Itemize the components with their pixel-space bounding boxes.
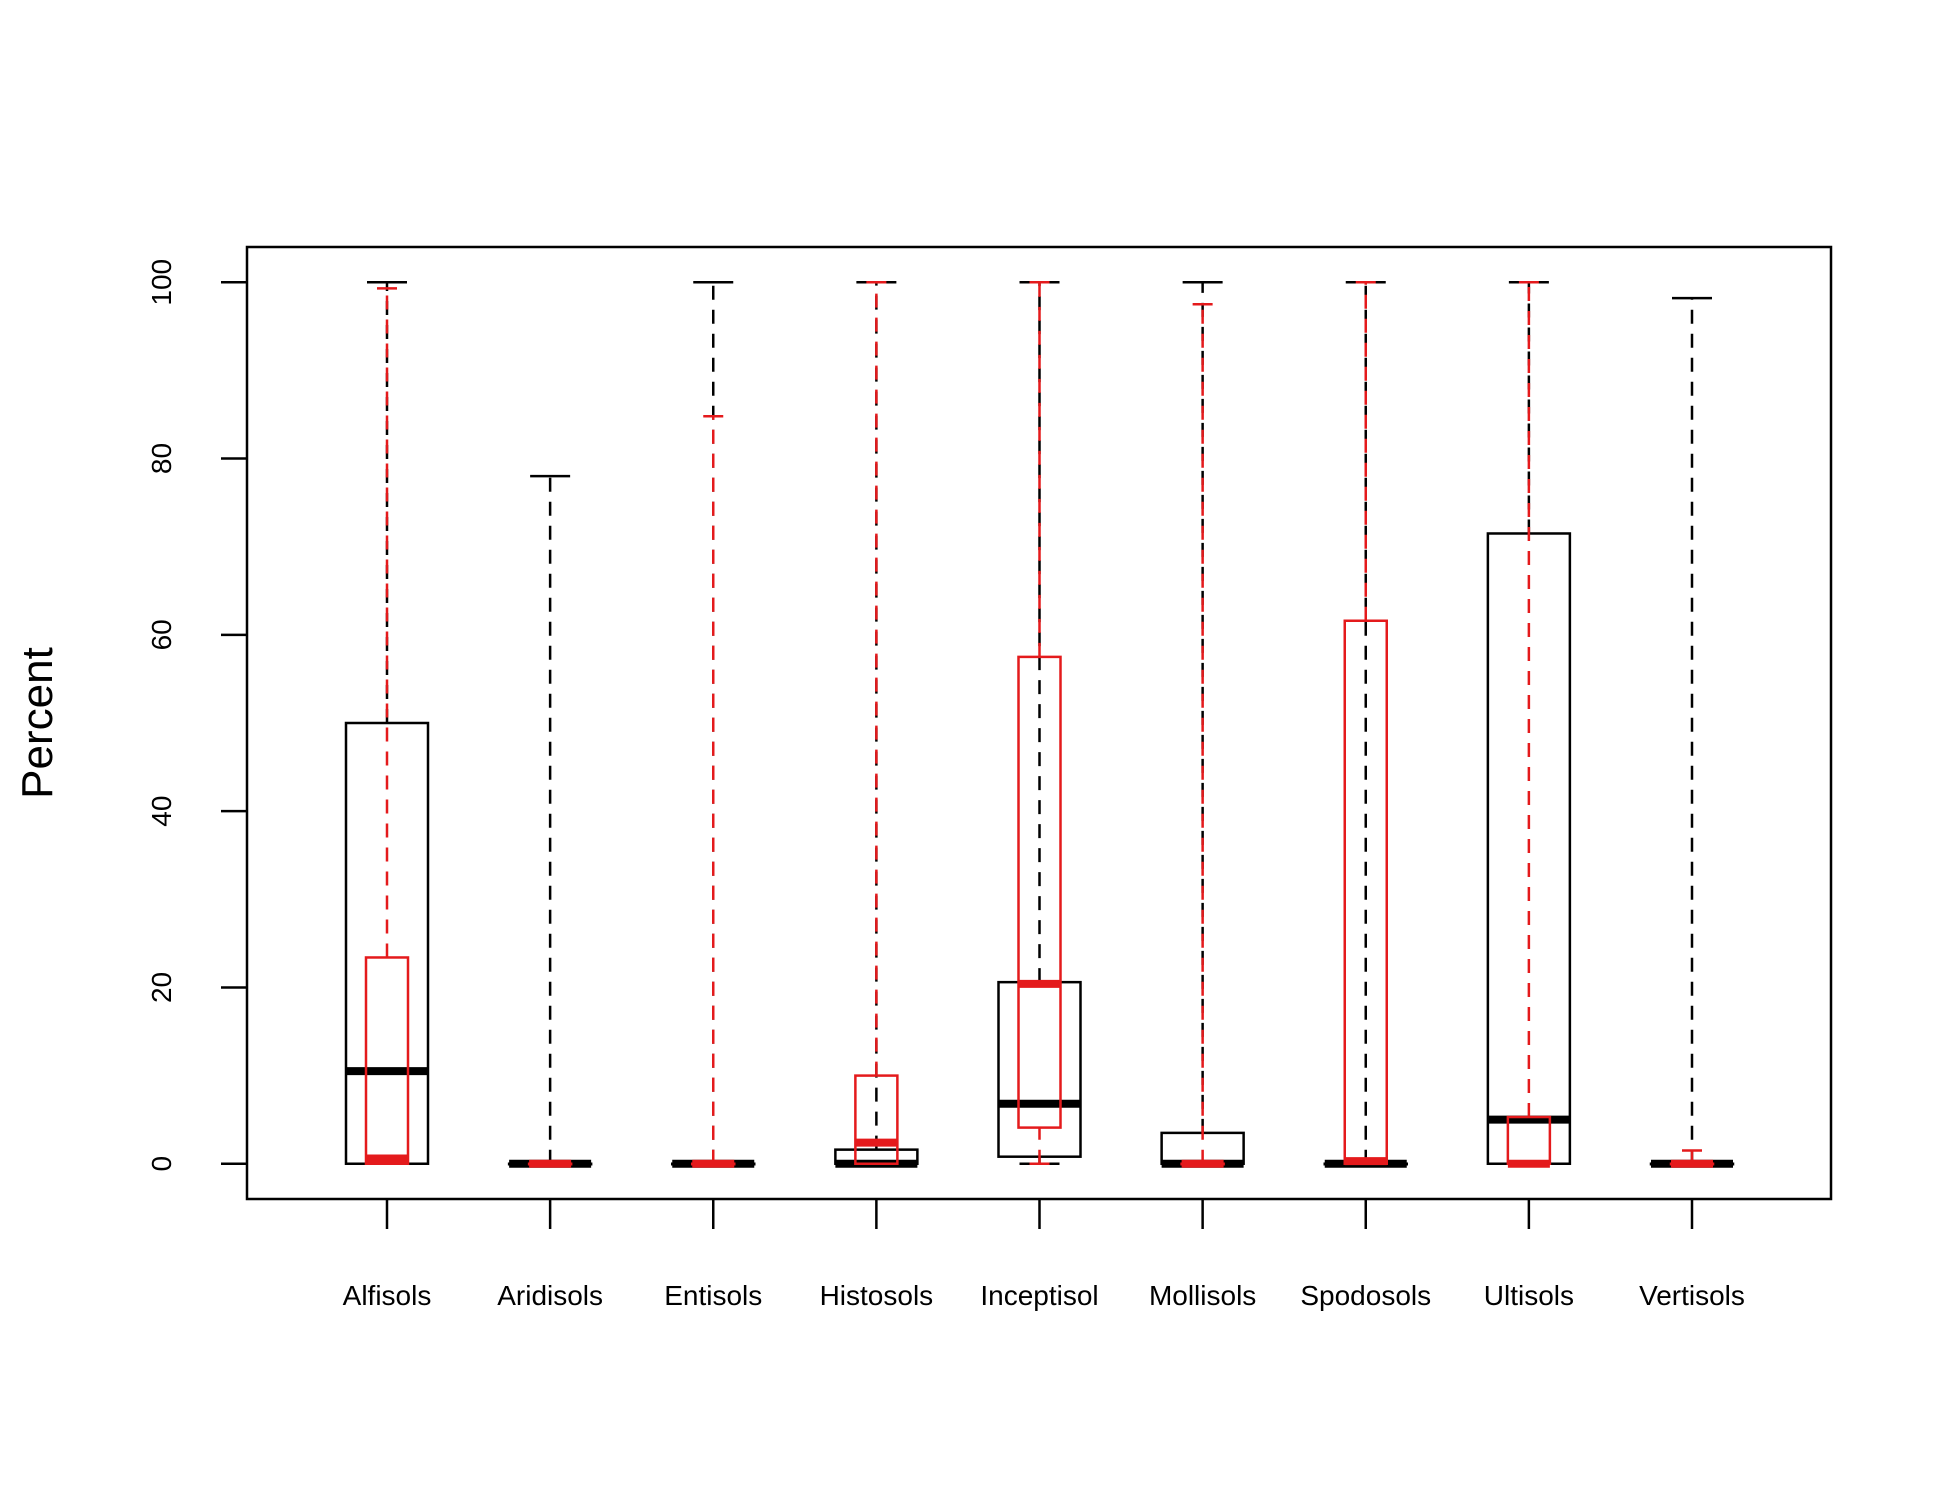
box-0-0 <box>344 281 430 1165</box>
y-tick-label: 0 <box>146 1156 177 1172</box>
x-tick-label: Histosols <box>820 1280 934 1311</box>
boxes-layer <box>344 281 1735 1168</box>
x-tick-label: Vertisols <box>1639 1280 1745 1311</box>
box-1-3 <box>854 281 899 1165</box>
y-tick-label: 100 <box>146 259 177 306</box>
box-1-6 <box>1343 281 1388 1166</box>
y-axis-label: Percent <box>13 647 62 799</box>
box-1-0 <box>364 287 410 1165</box>
x-axis: Alfisols Aridisols Entisols Histosols Incept… <box>343 1199 1745 1311</box>
box-1-4 <box>1017 281 1062 1165</box>
y-tick-label: 20 <box>146 972 177 1003</box>
box-1-1 <box>527 1159 573 1168</box>
y-tick-label: 80 <box>146 443 177 474</box>
x-tick-label: Inceptisol <box>980 1280 1098 1311</box>
x-tick-label: Aridisols <box>497 1280 603 1311</box>
iqr-box <box>1506 1115 1552 1165</box>
x-tick-label: Mollisols <box>1149 1280 1256 1311</box>
x-tick-label: Alfisols <box>343 1280 432 1311</box>
box-1-2 <box>691 414 736 1168</box>
y-axis: 0 20 40 60 80 100 <box>146 259 247 1172</box>
y-tick-label: 40 <box>146 796 177 827</box>
iqr-box <box>854 1074 899 1165</box>
iqr-box <box>1017 655 1062 1129</box>
box-1-5 <box>1180 303 1225 1168</box>
box-1-8 <box>1669 1149 1715 1168</box>
x-tick-label: Spodosols <box>1300 1280 1431 1311</box>
box-0-1 <box>507 474 593 1168</box>
iqr-box <box>364 956 410 1165</box>
x-tick-label: Entisols <box>664 1280 762 1311</box>
box-1-7 <box>1506 281 1552 1168</box>
box-0-6 <box>1323 281 1408 1168</box>
box-0-8 <box>1649 296 1735 1168</box>
y-tick-label: 60 <box>146 619 177 650</box>
x-tick-label: Ultisols <box>1484 1280 1574 1311</box>
